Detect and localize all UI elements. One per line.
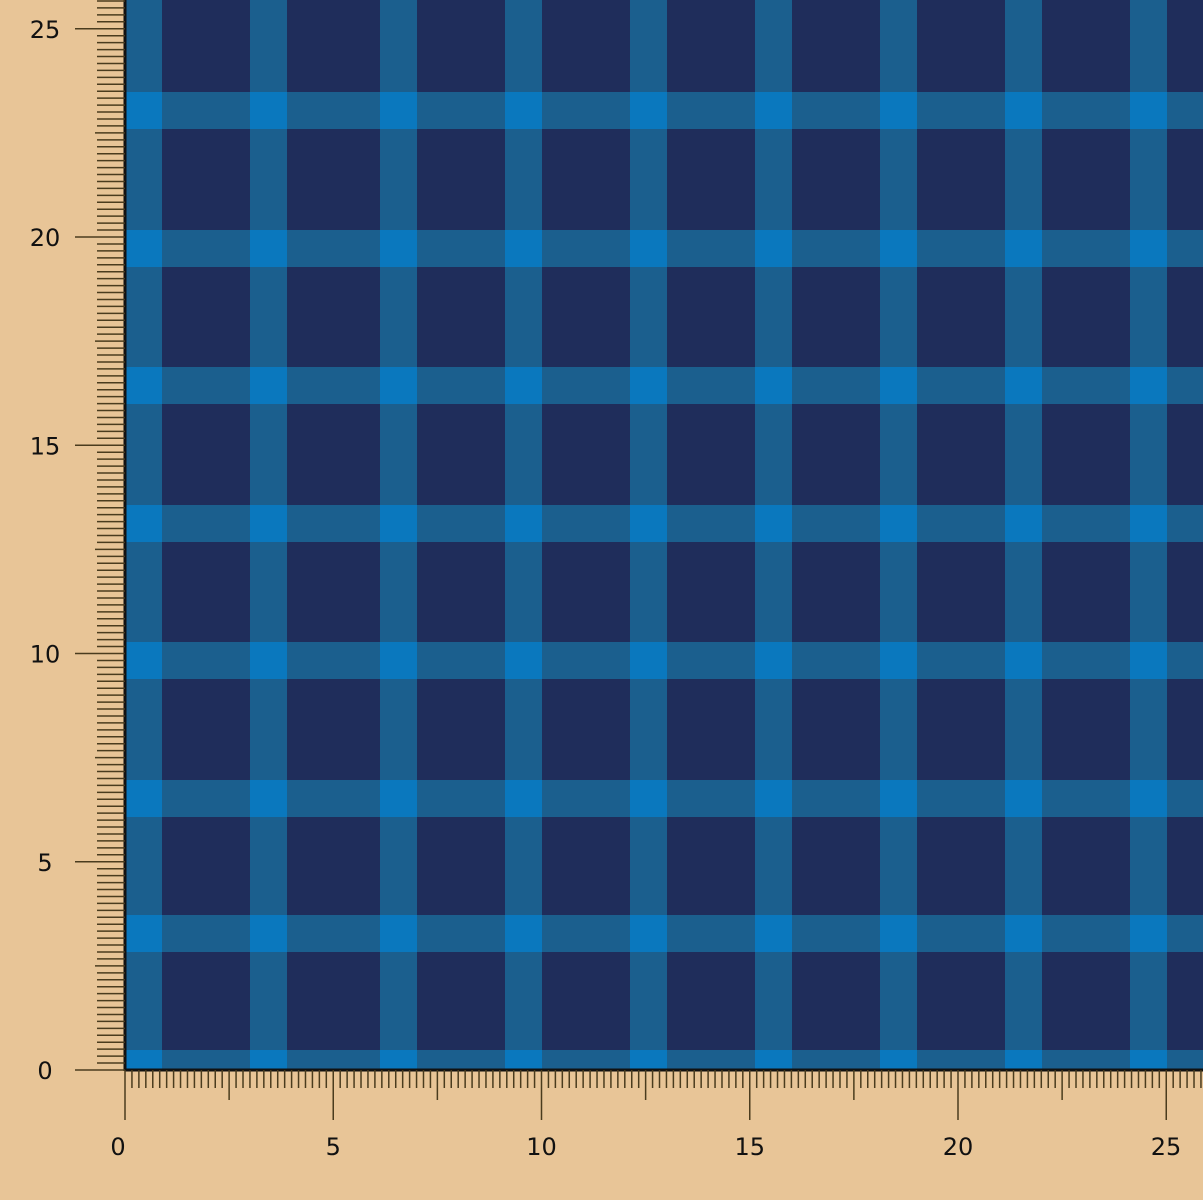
stripe-intersection: [125, 780, 162, 817]
stripe-intersection: [755, 367, 792, 404]
stripe-intersection: [630, 505, 667, 542]
stripe-intersection: [1005, 92, 1042, 129]
stripe-intersection: [1005, 915, 1042, 952]
stripe-intersection: [505, 505, 542, 542]
y-label-5: 5: [37, 849, 52, 877]
stripe-intersection: [380, 92, 417, 129]
x-label-20: 20: [943, 1133, 974, 1161]
stripe-intersection: [1005, 780, 1042, 817]
x-label-15: 15: [734, 1133, 765, 1161]
stripe-intersection: [250, 780, 287, 817]
stripe-intersection: [250, 642, 287, 679]
stripe-intersection: [1005, 505, 1042, 542]
stripe-intersection: [380, 642, 417, 679]
stripe-intersection: [880, 780, 917, 817]
y-label-20: 20: [30, 224, 61, 252]
stripe-intersection: [630, 1050, 667, 1070]
stripe-intersection: [880, 642, 917, 679]
stripe-intersection: [380, 505, 417, 542]
stripe-intersection: [880, 1050, 917, 1070]
stripe-intersection: [1130, 915, 1167, 952]
stripe-intersection: [505, 1050, 542, 1070]
stripe-intersection: [630, 780, 667, 817]
stripe-intersection: [755, 505, 792, 542]
stripe-intersection: [755, 92, 792, 129]
stripe-intersection: [880, 230, 917, 267]
stripe-intersection: [1130, 92, 1167, 129]
stripe-intersection: [880, 505, 917, 542]
x-label-25: 25: [1151, 1133, 1182, 1161]
stripe-intersection: [880, 915, 917, 952]
y-label-15: 15: [30, 432, 61, 460]
stripe-intersection: [505, 780, 542, 817]
x-label-0: 0: [110, 1133, 125, 1161]
stripe-intersection: [1130, 780, 1167, 817]
stripe-intersection: [380, 1050, 417, 1070]
stripe-intersection: [880, 92, 917, 129]
stripe-intersection: [125, 230, 162, 267]
stripe-intersection: [250, 367, 287, 404]
y-label-0: 0: [37, 1057, 52, 1085]
stripe-intersection: [1130, 642, 1167, 679]
stripe-intersection: [380, 915, 417, 952]
stripe-intersection: [380, 780, 417, 817]
stripe-intersection: [505, 92, 542, 129]
y-label-25: 25: [30, 16, 61, 44]
stripe-intersection: [1005, 1050, 1042, 1070]
stripe-intersection: [880, 367, 917, 404]
stripe-intersection: [505, 367, 542, 404]
stripe-intersection: [250, 230, 287, 267]
plaid-fabric: [125, 0, 1203, 1070]
stripe-intersection: [630, 367, 667, 404]
stripe-intersection: [755, 915, 792, 952]
stripe-intersection: [1130, 1050, 1167, 1070]
stripe-intersection: [505, 642, 542, 679]
stripe-intersection: [755, 642, 792, 679]
stripe-intersection: [755, 780, 792, 817]
stripe-intersection: [125, 1050, 162, 1070]
stripe-intersection: [125, 642, 162, 679]
stripe-intersection: [505, 915, 542, 952]
x-ruler-labels: 0 5 10 15 20 25: [110, 1133, 1181, 1161]
y-ruler-labels: 0 5 10 15 20 25: [30, 16, 61, 1085]
stripe-intersection: [630, 92, 667, 129]
stripe-intersection: [1130, 505, 1167, 542]
stripe-intersection: [380, 367, 417, 404]
ruler-ticks: [75, 0, 1203, 1120]
stripe-intersection: [1130, 367, 1167, 404]
stripe-intersection: [630, 230, 667, 267]
stripe-intersection: [1005, 642, 1042, 679]
stripe-intersection: [125, 367, 162, 404]
stripe-intersection: [755, 230, 792, 267]
y-label-10: 10: [30, 641, 61, 669]
stripe-intersection: [250, 505, 287, 542]
stripe-intersection: [630, 642, 667, 679]
stripe-intersection: [1130, 230, 1167, 267]
stripe-intersection: [1005, 230, 1042, 267]
stripe-intersection: [1005, 367, 1042, 404]
stripe-intersection: [755, 1050, 792, 1070]
x-label-10: 10: [526, 1133, 557, 1161]
stripe-intersection: [250, 1050, 287, 1070]
stripe-intersection: [250, 92, 287, 129]
stripe-intersection: [630, 915, 667, 952]
stripe-intersection: [505, 230, 542, 267]
stripe-intersection: [125, 915, 162, 952]
stripe-intersection: [125, 92, 162, 129]
x-label-5: 5: [326, 1133, 341, 1161]
stripe-intersection: [125, 505, 162, 542]
stripe-intersection: [250, 915, 287, 952]
stripe-intersection: [380, 230, 417, 267]
